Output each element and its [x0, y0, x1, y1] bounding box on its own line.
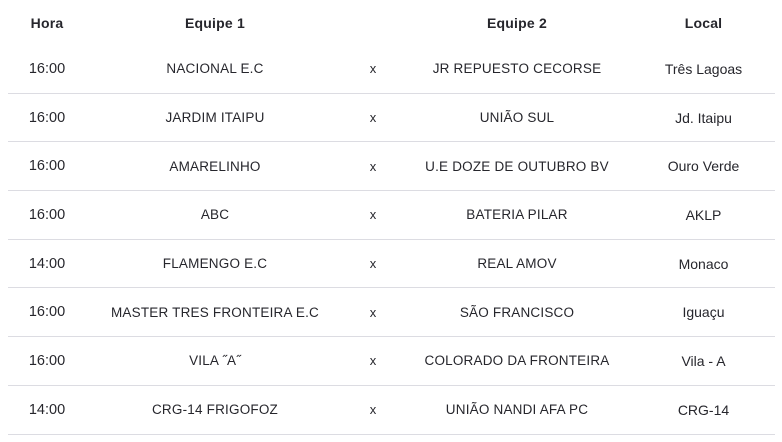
vs-separator: x	[369, 61, 377, 77]
hora-cell: 16:00	[28, 352, 66, 369]
local-cell: Ouro Verde	[667, 158, 740, 175]
equipe1-cell: JARDIM ITAIPU	[165, 110, 265, 126]
vs-separator: x	[369, 110, 377, 126]
match-rows: 16:00 NACIONAL E.C x JR REPUESTO CECORSE…	[8, 45, 775, 435]
header-equipe1: Equipe 1	[185, 14, 245, 31]
local-cell: AKLP	[685, 206, 722, 223]
equipe2-cell: BATERIA PILAR	[466, 207, 568, 223]
vs-separator: x	[369, 402, 377, 418]
vs-separator: x	[369, 256, 377, 272]
hora-cell: 16:00	[28, 109, 66, 126]
header-local: Local	[684, 14, 723, 31]
table-row: 14:00 FLAMENGO E.C x REAL AMOV Monaco	[8, 240, 775, 289]
equipe2-cell: UNIÃO SUL	[479, 110, 555, 126]
equipe1-cell: NACIONAL E.C	[166, 61, 264, 77]
equipe1-cell: ABC	[200, 207, 230, 223]
vs-separator: x	[369, 304, 377, 320]
local-cell: CRG-14	[677, 401, 730, 418]
table-row: 16:00 NACIONAL E.C x JR REPUESTO CECORSE…	[8, 45, 775, 94]
equipe1-cell: AMARELINHO	[169, 158, 261, 174]
local-cell: Iguaçu	[682, 304, 725, 321]
equipe1-cell: VILA ˝A˝	[189, 353, 241, 369]
vs-separator: x	[369, 207, 377, 223]
table-row: 16:00 AMARELINHO x U.E DOZE DE OUTUBRO B…	[8, 142, 775, 192]
hora-cell: 14:00	[28, 255, 66, 272]
table-row: 16:00 MASTER TRES FRONTEIRA E.C x SÃO FR…	[8, 288, 775, 338]
vs-separator: x	[369, 353, 377, 369]
equipe1-cell: MASTER TRES FRONTEIRA E.C	[110, 304, 320, 320]
hora-cell: 16:00	[28, 158, 66, 175]
equipe2-cell: REAL AMOV	[477, 256, 557, 272]
equipe2-cell: COLORADO DA FRONTEIRA	[424, 353, 610, 369]
hora-cell: 14:00	[28, 401, 66, 418]
equipe1-cell: CRG-14 FRIGOFOZ	[151, 402, 278, 418]
local-cell: Jd. Itaipu	[675, 109, 732, 126]
equipe1-cell: FLAMENGO E.C	[162, 256, 268, 272]
equipe2-cell: U.E DOZE DE OUTUBRO BV	[425, 158, 609, 174]
table-header-row: Hora Equipe 1 Equipe 2 Local	[8, 0, 775, 45]
hora-cell: 16:00	[28, 206, 66, 223]
header-hora: Hora	[30, 14, 64, 31]
table-row: 14:00 CRG-14 FRIGOFOZ x UNIÃO NANDI AFA …	[8, 386, 775, 435]
hora-cell: 16:00	[28, 60, 66, 77]
table-row: 16:00 JARDIM ITAIPU x UNIÃO SUL Jd. Itai…	[8, 94, 775, 143]
equipe2-cell: UNIÃO NANDI AFA PC	[445, 402, 589, 418]
equipe2-cell: JR REPUESTO CECORSE	[432, 61, 602, 77]
local-cell: Três Lagoas	[664, 60, 743, 77]
table-row: 16:00 ABC x BATERIA PILAR AKLP	[8, 191, 775, 240]
hora-cell: 16:00	[28, 304, 66, 321]
vs-separator: x	[369, 158, 377, 174]
table-row: 16:00 VILA ˝A˝ x COLORADO DA FRONTEIRA V…	[8, 337, 775, 386]
local-cell: Vila - A	[681, 352, 726, 369]
local-cell: Monaco	[678, 255, 729, 272]
header-equipe2: Equipe 2	[487, 14, 547, 31]
equipe2-cell: SÃO FRANCISCO	[459, 304, 575, 320]
match-schedule-table: Hora Equipe 1 Equipe 2 Local 16:00 NACIO…	[8, 0, 775, 435]
